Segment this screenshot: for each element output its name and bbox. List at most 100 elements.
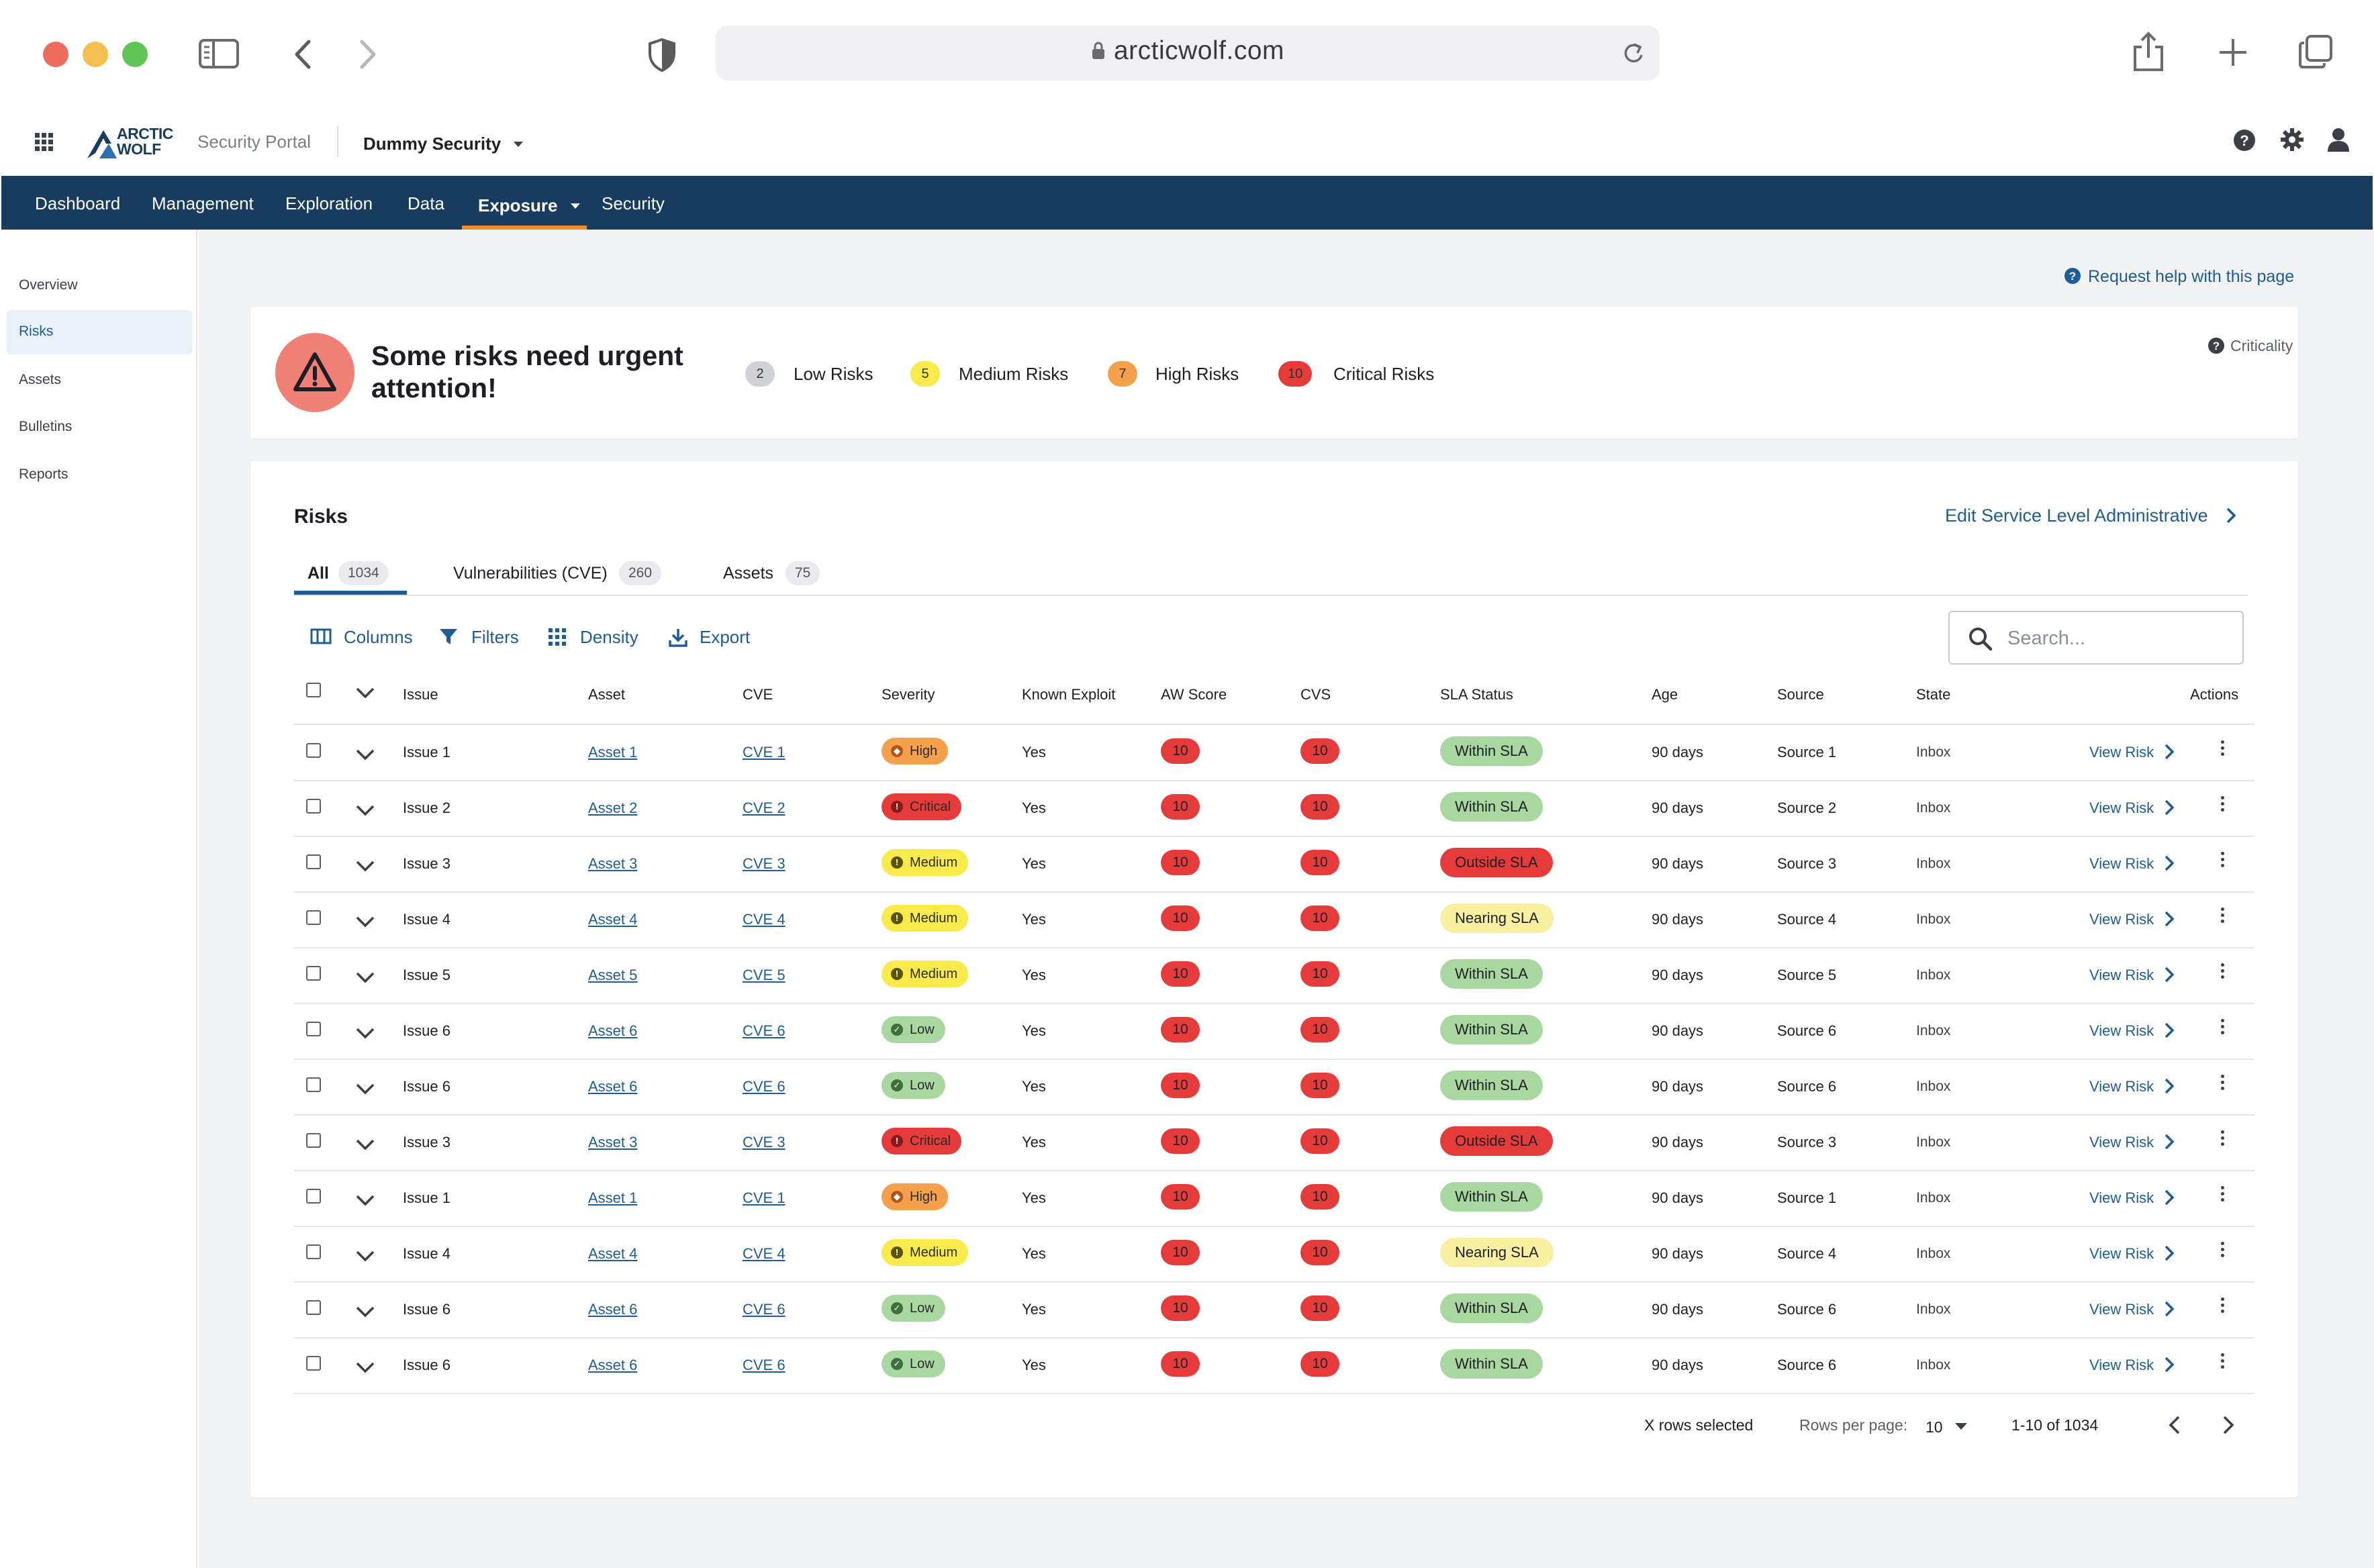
asset-link[interactable]: Asset 4 [588,1245,638,1262]
asset-link[interactable]: Asset 3 [588,1134,638,1150]
filters-button[interactable]: Filters [471,627,519,647]
close-window-button[interactable] [43,42,68,67]
asset-link[interactable]: Asset 3 [588,855,638,872]
previous-page-icon[interactable] [2169,1415,2181,1435]
table-row[interactable]: Issue 3 Asset 3 CVE 3! Medium Yes 10 10 Outside… [294,837,2254,893]
expand-row-icon[interactable] [355,1250,375,1265]
row-more-icon[interactable] [2220,1297,2226,1318]
row-more-icon[interactable] [2220,1186,2226,1206]
view-risk-link[interactable]: View Risk [2089,1189,2175,1210]
row-checkbox[interactable] [306,1189,321,1204]
col-cvs[interactable]: CVS [1300,686,1331,703]
share-icon[interactable] [2132,31,2165,72]
view-risk-link[interactable]: View Risk [2089,1134,2175,1154]
col-issue[interactable]: Issue [403,686,438,703]
row-more-icon[interactable] [2220,908,2226,928]
user-icon[interactable] [2327,128,2350,152]
filter-icon[interactable] [439,628,458,649]
row-checkbox[interactable] [306,1077,321,1092]
asset-link[interactable]: Asset 6 [588,1078,638,1095]
view-risk-link[interactable]: View Risk [2089,967,2175,987]
row-checkbox[interactable] [306,799,321,814]
gear-icon[interactable] [2280,128,2304,152]
search-input[interactable] [2007,626,2229,651]
density-icon[interactable] [549,628,566,649]
shield-icon[interactable] [647,38,677,72]
columns-button[interactable]: Columns [344,627,413,647]
row-more-icon[interactable] [2220,1242,2226,1262]
forward-icon[interactable] [358,39,378,70]
app-launcher-icon[interactable] [35,133,54,152]
view-risk-link[interactable]: View Risk [2089,1357,2175,1377]
table-row[interactable]: Issue 1 Asset 1 CVE 1 ◆ High Yes 10 10 Within SL… [294,1171,2254,1227]
expand-row-icon[interactable] [355,916,375,931]
col-age[interactable]: Age [1652,686,1678,703]
row-more-icon[interactable] [2220,852,2226,872]
asset-link[interactable]: Asset 1 [588,1189,638,1206]
table-row[interactable]: Issue 1 Asset 1 CVE 1 ◆ High Yes 10 10 Within SL… [294,726,2254,781]
minimize-window-button[interactable] [83,42,108,67]
expand-row-icon[interactable] [355,1138,375,1154]
nav-exploration[interactable]: Exploration [285,193,373,213]
col-source[interactable]: Source [1777,686,1824,703]
expand-all-icon[interactable] [355,687,375,702]
expand-row-icon[interactable] [355,1194,375,1210]
col-aw-score[interactable]: AW Score [1161,686,1227,703]
asset-link[interactable]: Asset 1 [588,744,638,761]
expand-row-icon[interactable] [355,1083,375,1098]
view-risk-link[interactable]: View Risk [2089,1078,2175,1098]
row-more-icon[interactable] [2220,796,2226,816]
asset-link[interactable]: Asset 6 [588,1022,638,1039]
cve-link[interactable]: CVE 4 [743,911,786,928]
row-more-icon[interactable] [2220,1353,2226,1373]
address-bar[interactable]: arcticwolf.com [716,26,1660,81]
cve-link[interactable]: CVE 2 [743,799,786,816]
row-more-icon[interactable] [2220,740,2226,761]
columns-icon[interactable] [310,628,332,648]
cve-link[interactable]: CVE 1 [743,744,786,761]
cve-link[interactable]: CVE 4 [743,1245,786,1262]
view-risk-link[interactable]: View Risk [2089,799,2175,820]
row-checkbox[interactable] [306,1356,321,1371]
asset-link[interactable]: Asset 4 [588,911,638,928]
table-row[interactable]: Issue 4 Asset 4 CVE 4! Medium Yes 10 10 Nearing… [294,893,2254,948]
expand-row-icon[interactable] [355,748,375,764]
cve-link[interactable]: CVE 3 [743,1134,786,1150]
export-button[interactable]: Export [700,627,751,647]
row-checkbox[interactable] [306,1244,321,1259]
sidebar-item-assets[interactable]: Assets [7,358,192,403]
reload-icon[interactable] [1621,40,1646,67]
next-page-icon[interactable] [2222,1415,2234,1435]
nav-dashboard[interactable]: Dashboard [35,193,121,213]
col-asset[interactable]: Asset [588,686,626,703]
view-risk-link[interactable]: View Risk [2089,911,2175,931]
maximize-window-button[interactable] [122,42,148,67]
sidebar-toggle-icon[interactable] [199,39,239,68]
select-all-checkbox[interactable] [306,683,321,697]
arctic-wolf-logo[interactable]: ARCTIC WOLF [86,126,173,160]
row-more-icon[interactable] [2220,1130,2226,1150]
sidebar-item-reports[interactable]: Reports [7,453,192,497]
view-risk-link[interactable]: View Risk [2089,744,2175,764]
org-switcher[interactable]: Dummy Security [363,132,524,154]
table-row[interactable]: Issue 6 Asset 6 CVE 6 ✓ Low Yes 10 10 Within SLA… [294,1283,2254,1338]
view-risk-link[interactable]: View Risk [2089,1022,2175,1042]
tab-assets[interactable]: Assets [723,564,774,583]
table-row[interactable]: Issue 6 Asset 6 CVE 6 ✓ Low Yes 10 10 Within SLA… [294,1060,2254,1116]
nav-security[interactable]: Security [602,193,665,213]
asset-link[interactable]: Asset 2 [588,799,638,816]
nav-exposure[interactable]: Exposure [478,193,580,216]
tabs-overview-icon[interactable] [2297,34,2334,70]
table-row[interactable]: Issue 3 Asset 3 CVE 3! Critical Yes 10 10 Outsi… [294,1116,2254,1171]
table-row[interactable]: Issue 4 Asset 4 CVE 4! Medium Yes 10 10 Nearing… [294,1227,2254,1283]
density-button[interactable]: Density [580,627,638,647]
nav-data[interactable]: Data [408,193,444,213]
table-row[interactable]: Issue 6 Asset 6 CVE 6 ✓ Low Yes 10 10 Within SLA… [294,1004,2254,1060]
cve-link[interactable]: CVE 6 [743,1022,786,1039]
sidebar-item-bulletins[interactable]: Bulletins [7,405,192,450]
cve-link[interactable]: CVE 6 [743,1357,786,1373]
row-checkbox[interactable] [306,854,321,869]
col-cve[interactable]: CVE [743,686,773,703]
row-checkbox[interactable] [306,743,321,758]
view-risk-link[interactable]: View Risk [2089,1245,2175,1265]
